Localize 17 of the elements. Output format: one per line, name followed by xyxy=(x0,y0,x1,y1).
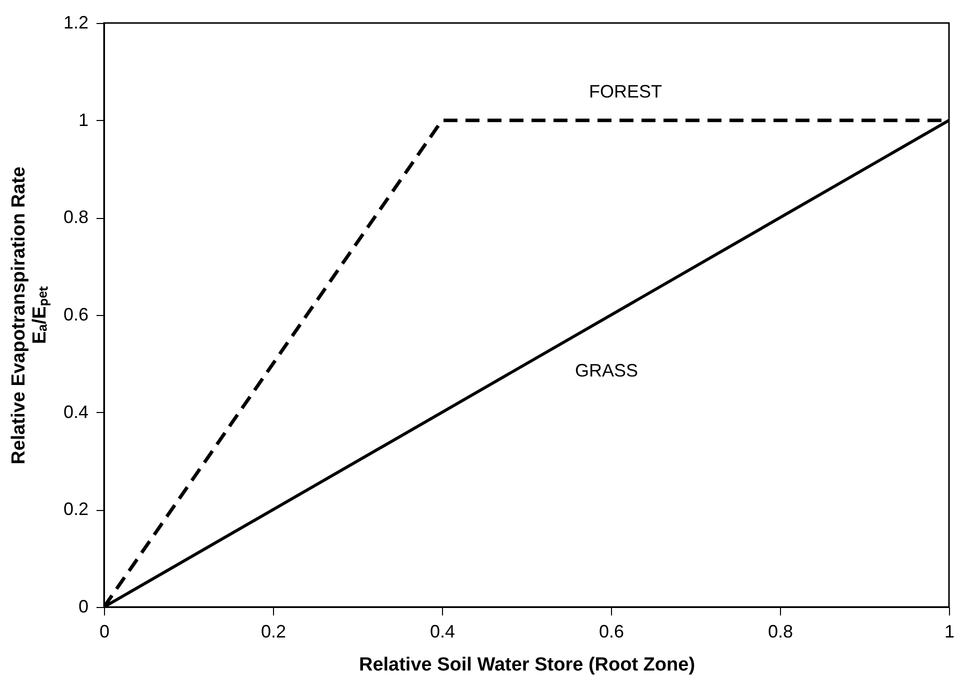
x-tick-label: 0.6 xyxy=(598,622,624,642)
y-axis-title: Relative Evapotranspiration Rate Eₐ/Eₚₑₜ xyxy=(8,166,50,464)
x-tick-label: 0.8 xyxy=(768,622,794,642)
series-label: FOREST xyxy=(588,81,662,102)
y-tick-label: 0.2 xyxy=(63,499,88,520)
y-tick-label: 0 xyxy=(78,596,88,616)
x-tick-label: 0 xyxy=(99,622,110,642)
x-tick-label: 1 xyxy=(944,622,955,642)
x-tick-label: 0.2 xyxy=(260,622,286,642)
y-tick-label: 1.2 xyxy=(63,12,88,32)
y-tick-label: 0.6 xyxy=(63,304,88,324)
series-label: GRASS xyxy=(574,360,638,381)
y-tick-label: 0.8 xyxy=(63,207,88,228)
x-tick-label: 0.4 xyxy=(430,622,456,642)
y-tick-label: 0.4 xyxy=(63,402,88,422)
y-tick-label: 1 xyxy=(78,110,88,130)
x-axis-title: Relative Soil Water Store (Root Zone) xyxy=(358,654,696,676)
